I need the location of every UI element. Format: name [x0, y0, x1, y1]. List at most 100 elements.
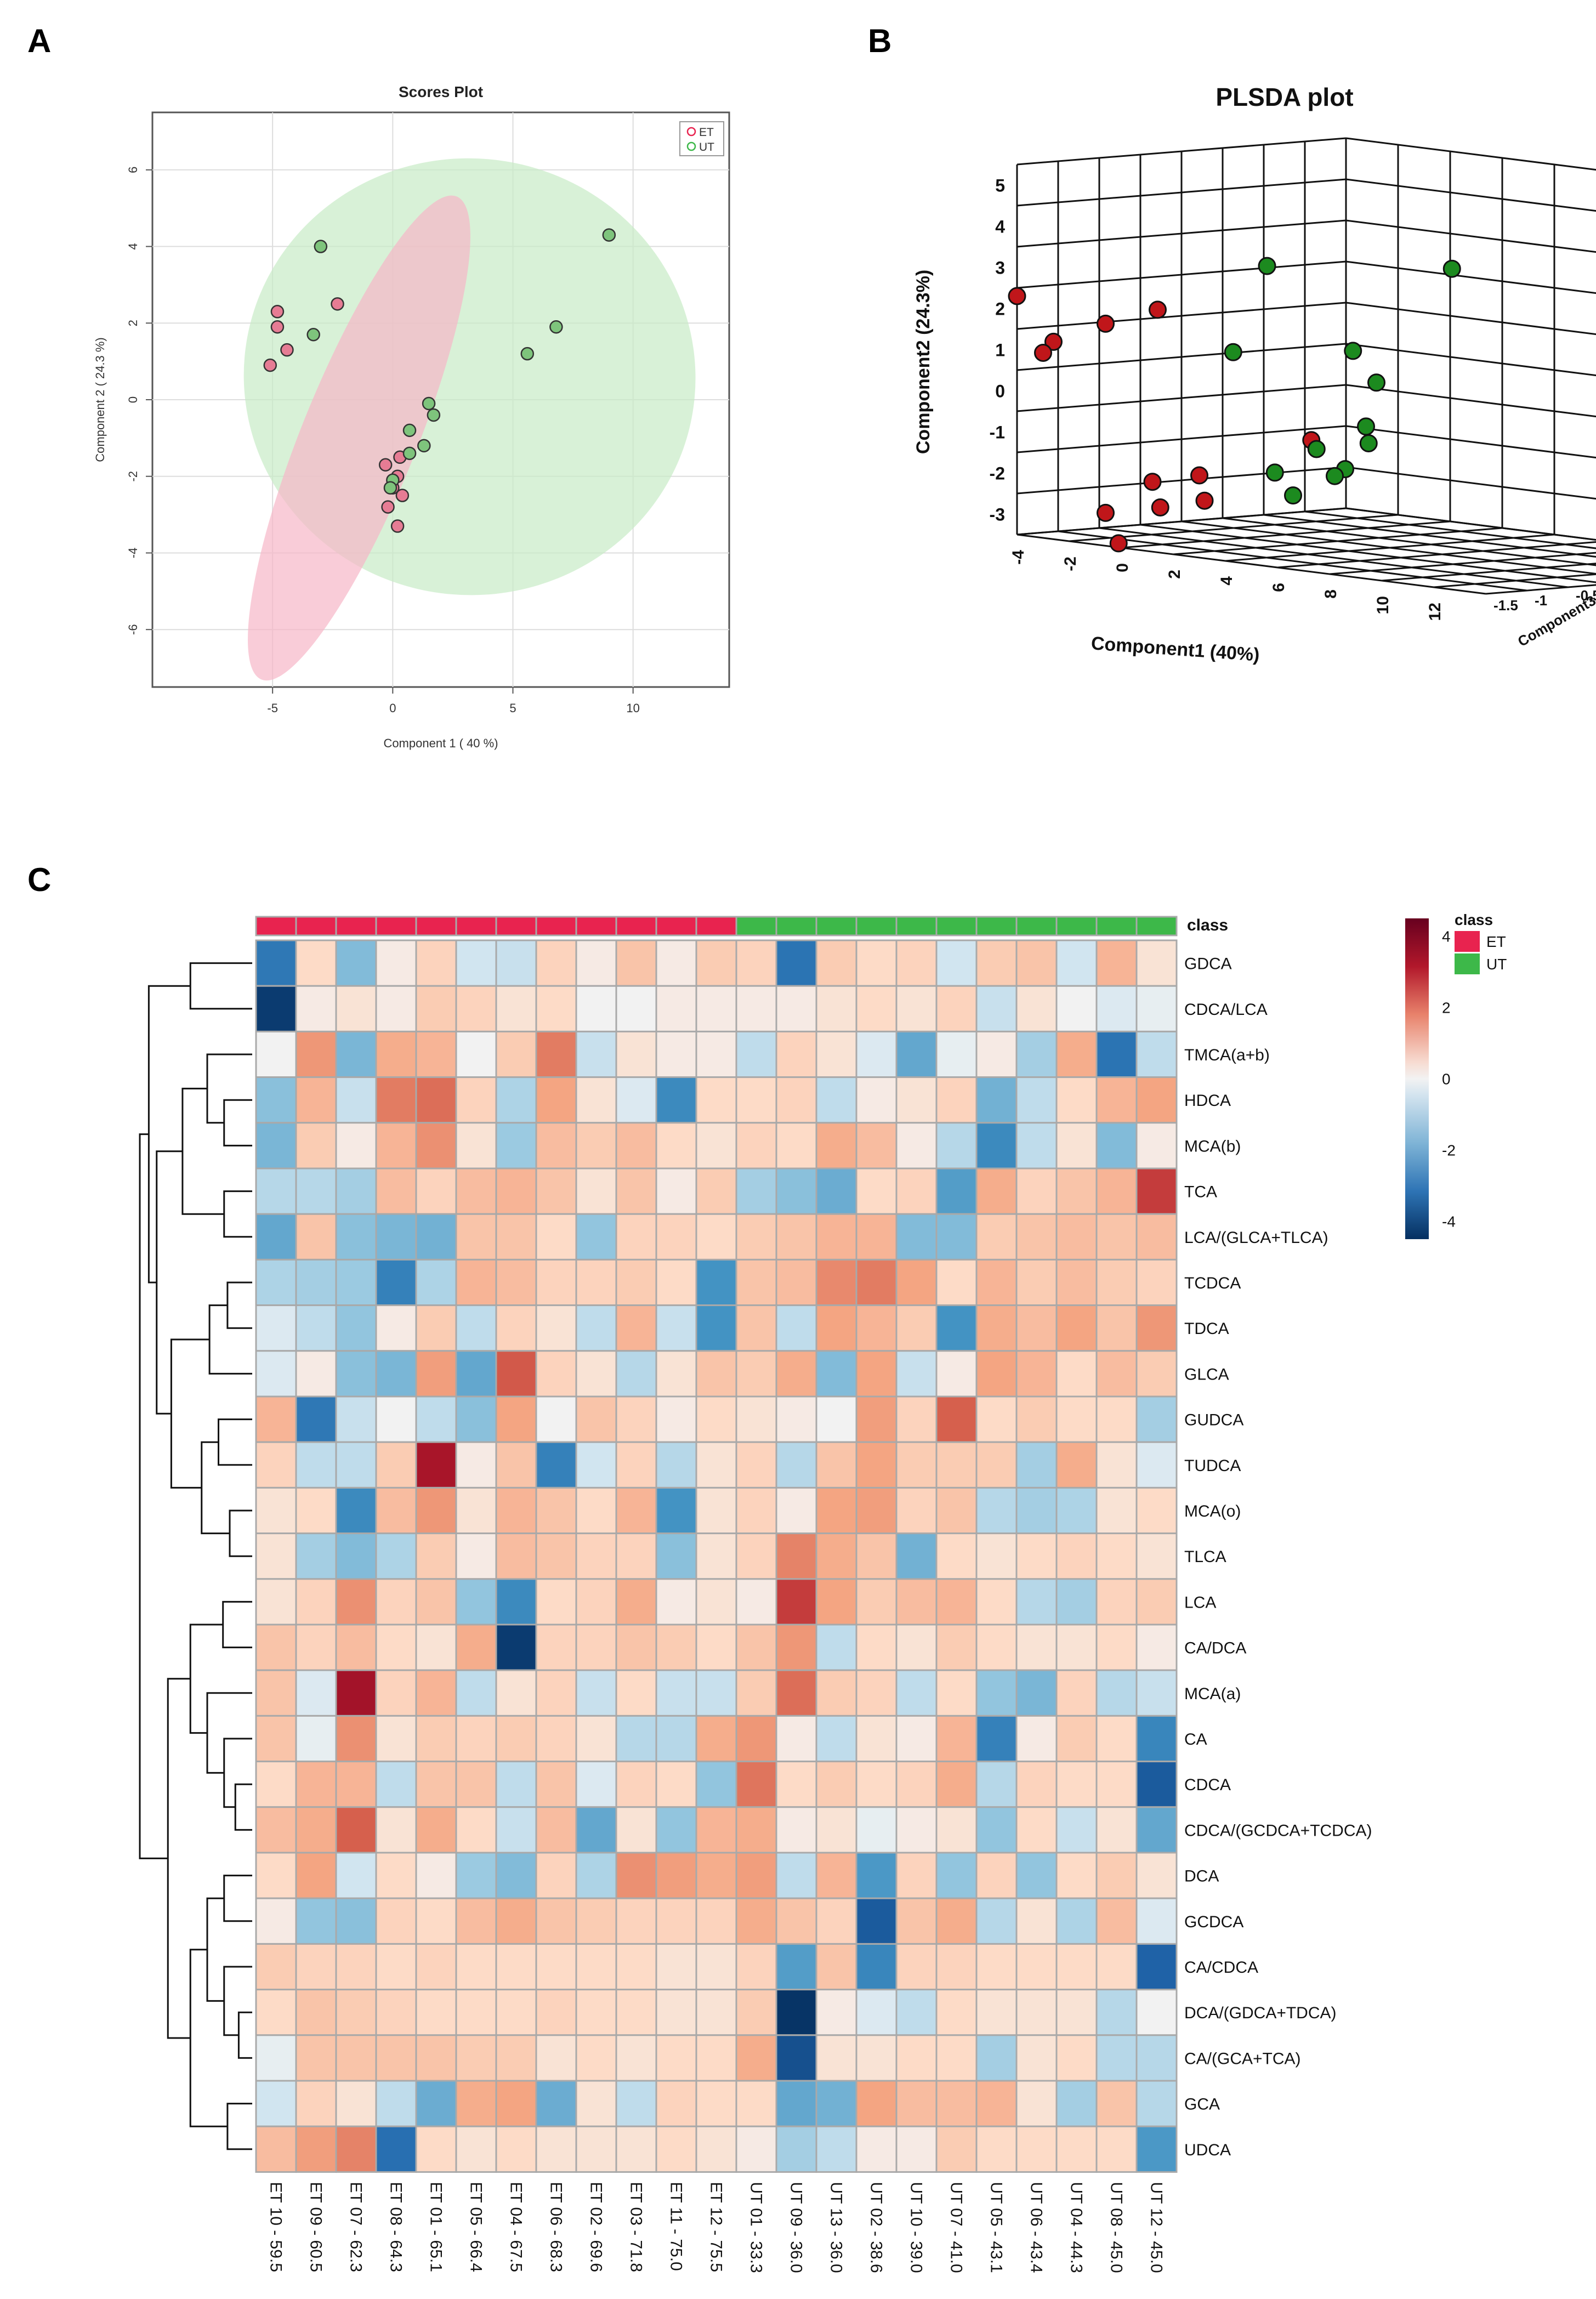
colorbar-tick-label: -4 — [1442, 1213, 1456, 1230]
heatmap-cell — [335, 1532, 377, 1580]
class-bar-et — [495, 916, 537, 936]
heatmap-cell — [935, 1304, 978, 1352]
dendrogram-branch — [223, 1875, 252, 1922]
heatmap-cell — [535, 939, 577, 987]
heatmap-cell — [1135, 1532, 1178, 1580]
heatmap-cell — [615, 1486, 657, 1535]
heatmap-cell — [815, 1213, 857, 1261]
heatmap-cell — [375, 1852, 417, 1899]
heatmap-cell — [255, 2125, 297, 2173]
heatmap-cell — [975, 1715, 1018, 1763]
heatmap-cell — [815, 1806, 857, 1854]
heatmap-cell — [775, 1441, 817, 1489]
plsda-floor-xline — [1433, 573, 1596, 588]
dendrogram-branch — [167, 1678, 191, 2039]
dendrogram-branch — [201, 1441, 230, 1535]
scores-ytick-label: -4 — [126, 548, 140, 559]
heatmap-cell — [1135, 1669, 1178, 1717]
heatmap-cell — [935, 2080, 978, 2127]
heatmap-cell — [575, 1350, 617, 1398]
plsda-3d-box — [1016, 137, 1596, 595]
heatmap-cell — [1135, 1441, 1178, 1489]
heatmap-cell — [1055, 985, 1098, 1032]
heatmap-cell — [375, 1350, 417, 1398]
class-bar-et — [415, 916, 457, 936]
heatmap-cell — [895, 1715, 938, 1763]
heatmap-cell — [495, 1669, 537, 1717]
heatmap-cell — [1095, 1806, 1138, 1854]
heatmap-cell — [935, 1076, 978, 1124]
heatmap-cell — [735, 1441, 777, 1489]
heatmap-cell — [895, 1030, 938, 1078]
heatmap-cell — [575, 1715, 617, 1763]
heatmap-cell — [495, 1943, 537, 1991]
heatmap-cell — [815, 1258, 857, 1307]
heatmap-cell — [935, 2034, 978, 2082]
plsda-ytick-label: 4 — [995, 217, 1005, 237]
heatmap-cell — [1135, 1076, 1178, 1124]
heatmap-cell — [695, 1943, 737, 1991]
heatmap-cell — [615, 1167, 657, 1215]
heatmap-cell — [1095, 1213, 1138, 1261]
heatmap-cell — [935, 1943, 978, 1991]
heatmap-cell — [855, 985, 898, 1032]
heatmap-cell — [415, 1669, 457, 1717]
heatmap-cell — [775, 939, 817, 987]
heatmap-cell — [855, 1669, 898, 1717]
heatmap-cell — [1055, 1897, 1098, 1945]
heatmap-cell — [375, 2034, 417, 2082]
heatmap-cell — [695, 1806, 737, 1854]
scores-point-et — [390, 519, 405, 533]
heatmap-cell — [1055, 1258, 1098, 1307]
heatmap-column-label: UT 12 - 45.0 — [1148, 2182, 1166, 2273]
heatmap-row-label: TDCA — [1184, 1320, 1229, 1338]
scores-point-ut — [402, 423, 417, 438]
dendrogram-branch — [223, 1190, 252, 1238]
heatmap-cell — [1095, 1532, 1138, 1580]
heatmap-cell — [535, 1532, 577, 1580]
heatmap-cell — [935, 1532, 978, 1580]
heatmap-cell — [415, 1076, 457, 1124]
plsda-ytick-label: 5 — [995, 176, 1005, 196]
heatmap-cell — [375, 1258, 417, 1307]
heatmap-cell — [375, 985, 417, 1032]
heatmap-cell — [415, 1624, 457, 1671]
heatmap-cell — [1095, 2080, 1138, 2127]
heatmap-column-label: ET 07 - 62.3 — [347, 2182, 365, 2272]
heatmap-row-label: CA — [1184, 1730, 1207, 1749]
heatmap-cell — [695, 1532, 737, 1580]
heatmap-cell — [735, 1304, 777, 1352]
heatmap-row-label: TCDCA — [1184, 1274, 1241, 1292]
heatmap-cell — [455, 1852, 497, 1899]
dendrogram-branch — [226, 1281, 252, 1329]
plsda-ytick-label: -2 — [990, 464, 1005, 484]
heatmap-cell — [1095, 1304, 1138, 1352]
heatmap-cell — [1015, 1167, 1058, 1215]
heatmap-cell — [935, 1350, 978, 1398]
heatmap-cell — [1015, 1852, 1058, 1899]
scores-point-et — [395, 489, 410, 502]
heatmap-cell — [295, 1943, 337, 1991]
heatmap-cell — [335, 1258, 377, 1307]
heatmap-cell — [695, 1486, 737, 1535]
heatmap-cell — [855, 1350, 898, 1398]
heatmap-cell — [615, 1350, 657, 1398]
heatmap-cell — [855, 1715, 898, 1763]
scores-point-ut — [549, 320, 563, 334]
heatmap-cell — [615, 1761, 657, 1808]
heatmap-cell — [1135, 1897, 1178, 1945]
heatmap-cell — [535, 1167, 577, 1215]
heatmap-cell — [255, 1943, 297, 1991]
heatmap-row-label: MCA(a) — [1184, 1685, 1241, 1703]
heatmap-cell — [495, 1122, 537, 1170]
heatmap-cell — [535, 1669, 577, 1717]
heatmap-cell — [775, 1258, 817, 1307]
class-bar-et — [295, 916, 337, 936]
heatmap-cell — [335, 1989, 377, 2036]
heatmap-cell — [455, 2034, 497, 2082]
heatmap-cell — [1055, 1532, 1098, 1580]
heatmap-cell — [455, 1669, 497, 1717]
dendrogram-branch — [223, 1738, 252, 1808]
plsda-back-hline — [1345, 219, 1596, 253]
